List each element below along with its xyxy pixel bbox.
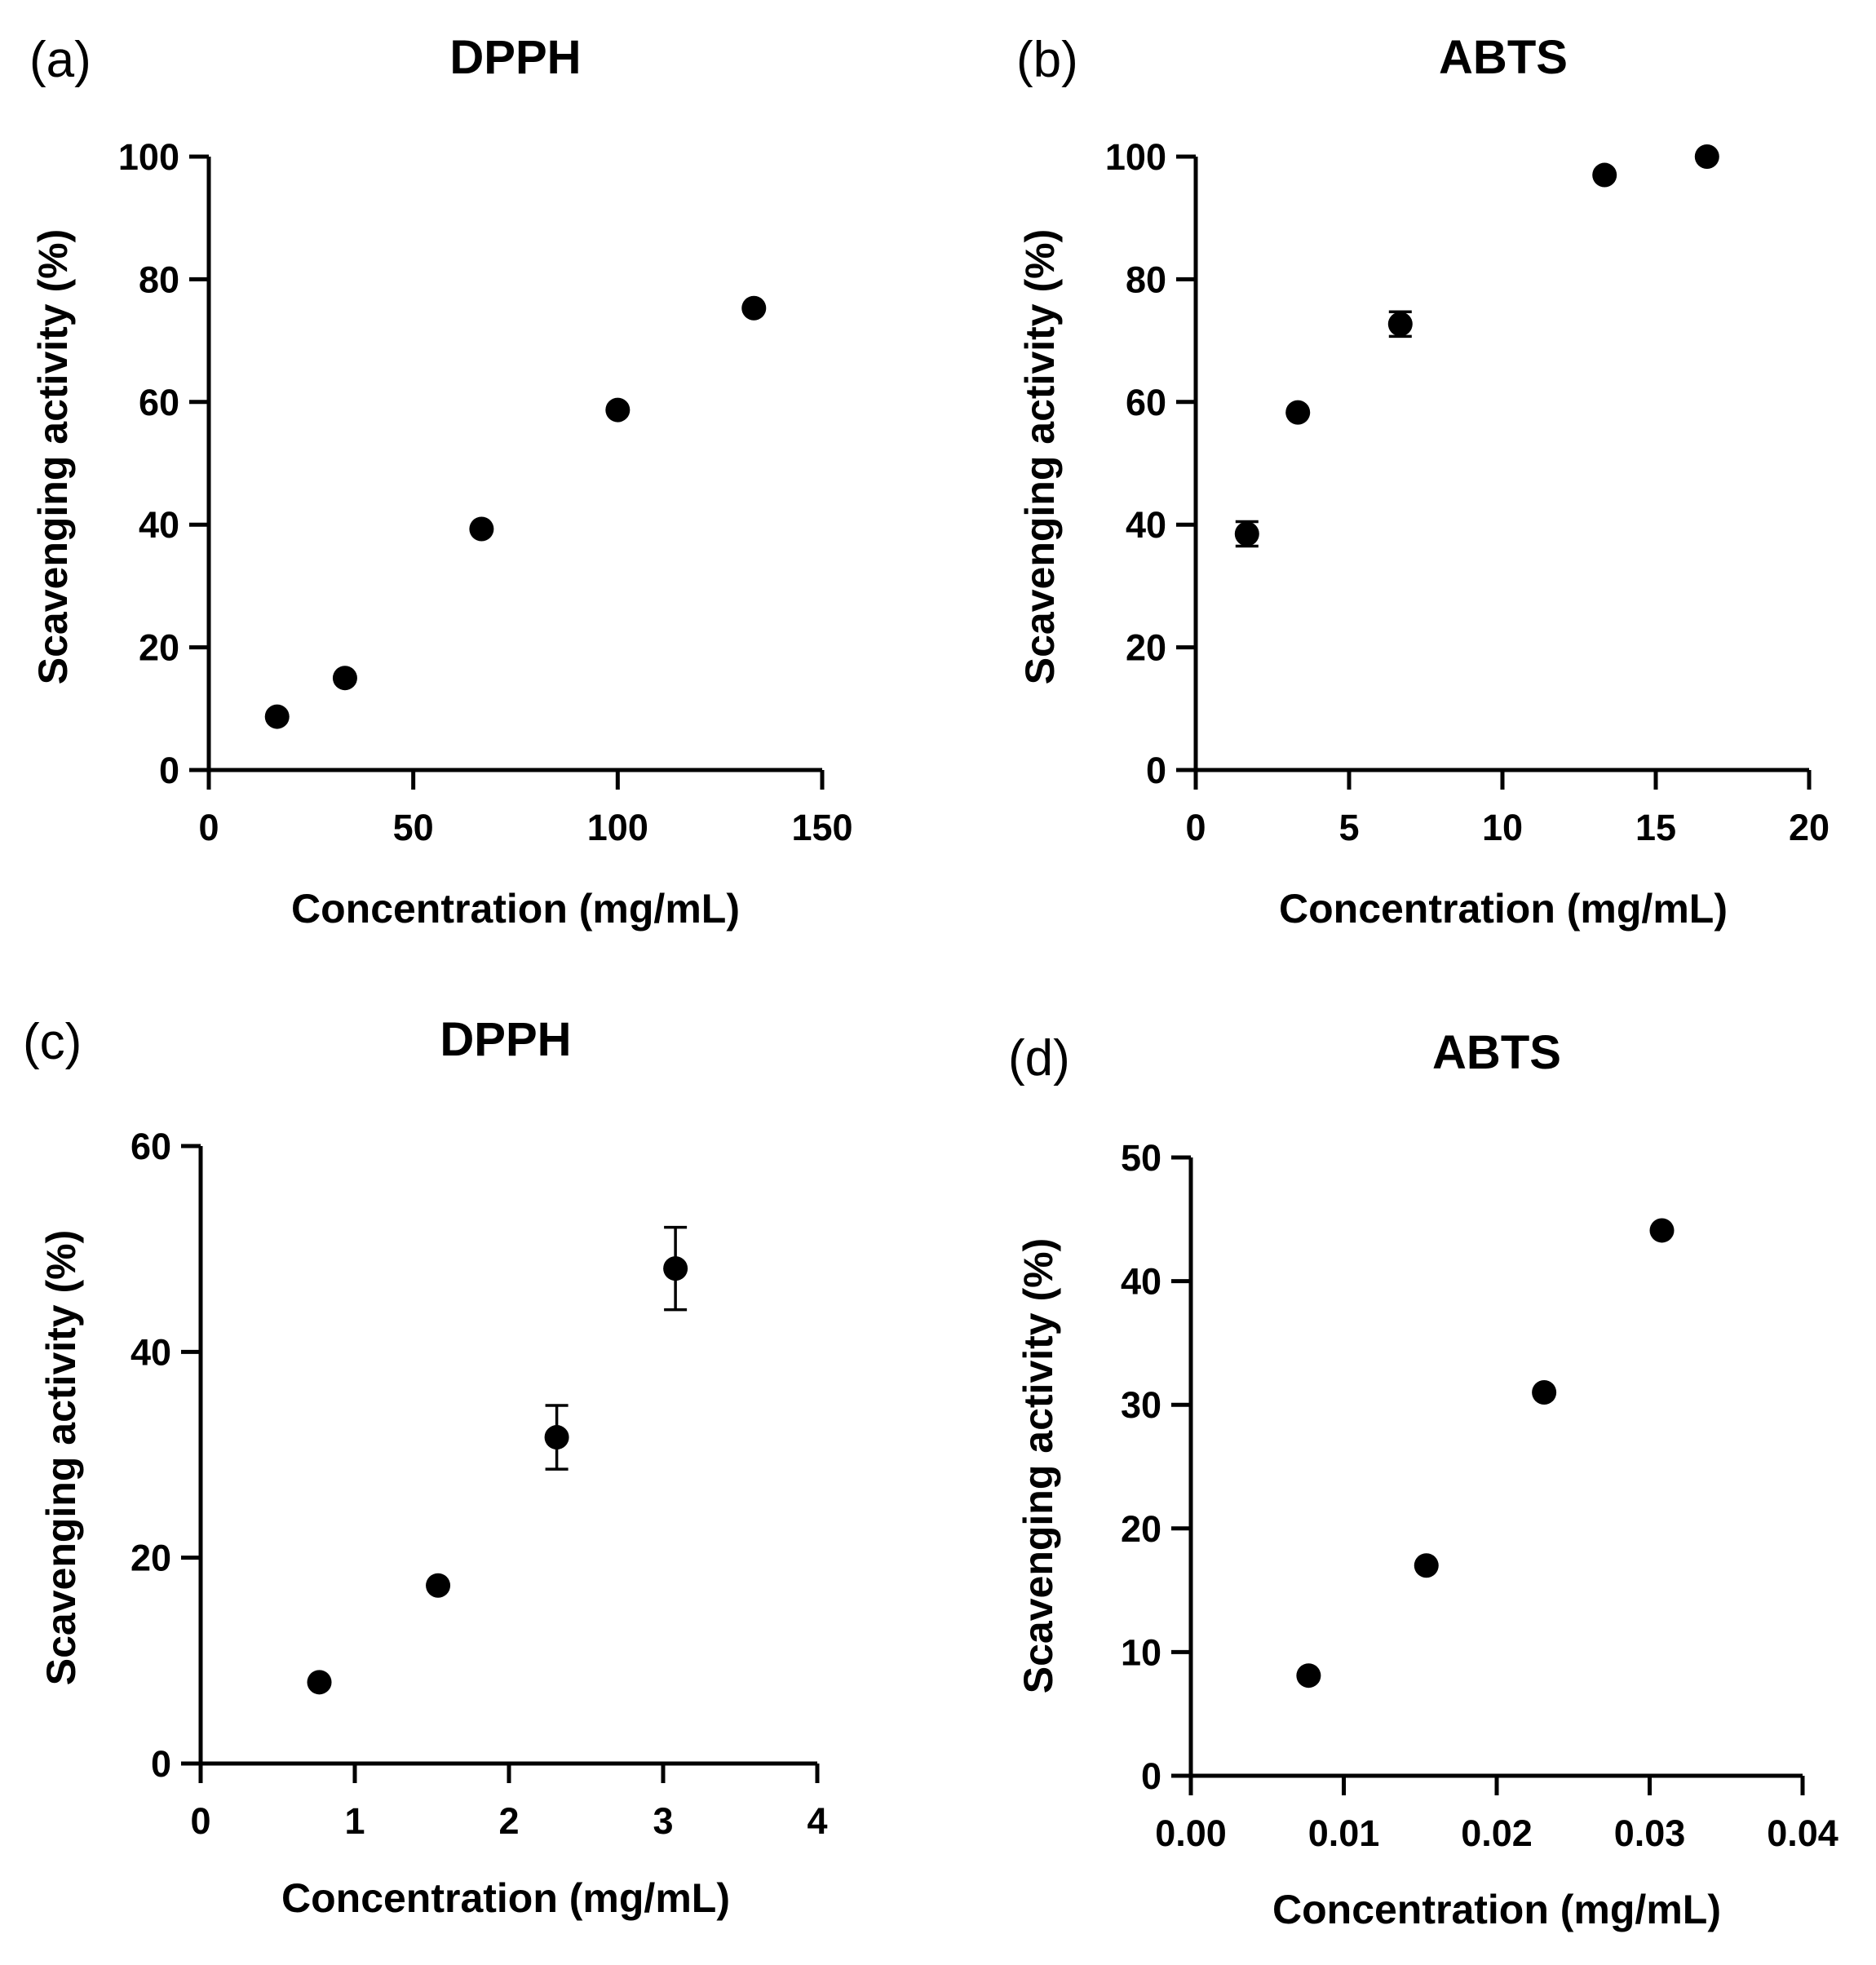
panel-c-letter: (c)	[23, 1014, 82, 1070]
panel-c-y-tick-label: 60	[131, 1126, 171, 1167]
panel-a-y-tick-label: 20	[139, 627, 179, 669]
panel-c-x-tick-label: 3	[653, 1800, 673, 1842]
panel-b-y-tick-label: 20	[1126, 627, 1166, 669]
panel-d-letter: (d)	[1008, 1030, 1070, 1087]
panel-a-data-point	[264, 704, 290, 729]
panel-a-y-tick-label: 80	[139, 259, 179, 300]
panel-d-y-tick-label: 20	[1121, 1508, 1161, 1550]
panel-b-letter: (b)	[1016, 32, 1078, 88]
panel-c-data-point	[663, 1256, 688, 1281]
panel-c-title: DPPH	[440, 1013, 571, 1066]
panel-c-y-tick-label: 40	[131, 1331, 171, 1373]
panel-d-title: ABTS	[1432, 1026, 1561, 1079]
panel-c-x-tick-label: 1	[344, 1800, 365, 1842]
panel-b-y-tick-label: 60	[1126, 382, 1166, 423]
panel-b-plot-area: 0 20 40 60 80 100 0 5 10 15 20	[1105, 136, 1830, 848]
panel-b-data-point	[1592, 162, 1617, 188]
panel-d-y-tick-label: 30	[1121, 1384, 1161, 1426]
panel-c-data-point	[307, 1670, 332, 1695]
panel-d-x-tick-label: 0.03	[1614, 1812, 1686, 1854]
panel-d-y-tick-label: 50	[1121, 1137, 1161, 1179]
panel-c-plot-area: 0 20 40 60 0 1 2 3 4	[131, 1126, 828, 1842]
panel-a-data-point	[469, 516, 494, 542]
panel-a-x-axis-label: Concentration (mg/mL)	[291, 886, 740, 932]
panel-a-y-tick-label: 40	[139, 504, 179, 546]
panel-d-x-tick-label: 0.02	[1461, 1812, 1533, 1854]
panel-d: (d) ABTS Concentration (mg/mL) Scavengin…	[1008, 1026, 1838, 1932]
panel-b-data-point	[1387, 312, 1413, 337]
panel-d-y-axis-label: Scavenging activity (%)	[1015, 1238, 1061, 1694]
panel-d-data-point	[1649, 1218, 1675, 1243]
panel-c-y-tick-label: 0	[151, 1743, 171, 1785]
panel-a-title: DPPH	[449, 31, 581, 84]
panel-b-x-axis-label: Concentration (mg/mL)	[1279, 886, 1728, 932]
panel-c-y-tick-label: 20	[131, 1538, 171, 1579]
panel-b-title: ABTS	[1439, 31, 1568, 84]
panel-b-y-tick-label: 80	[1126, 259, 1166, 300]
panel-b-data-point	[1285, 400, 1311, 425]
panel-b-x-tick-label: 10	[1482, 807, 1523, 848]
panel-a-y-tick-label: 100	[118, 136, 179, 178]
panel-b-x-tick-label: 0	[1185, 807, 1206, 848]
panel-b-data-point	[1234, 521, 1259, 547]
panel-b-x-tick-label: 20	[1789, 807, 1830, 848]
panel-a-plot-area: 0 20 40 60 80 100 0 50 100 150	[118, 136, 853, 848]
panel-b-y-tick-label: 40	[1126, 504, 1166, 546]
panel-d-y-tick-label: 10	[1121, 1631, 1161, 1673]
panel-c-data-point	[426, 1573, 451, 1598]
panel-b-x-tick-label: 5	[1338, 807, 1359, 848]
panel-c-x-tick-label: 2	[498, 1800, 519, 1842]
panel-a-x-tick-label: 0	[198, 807, 219, 848]
panel-a-y-tick-label: 60	[139, 382, 179, 423]
panel-a-x-tick-label: 50	[393, 807, 434, 848]
panel-d-x-axis-label: Concentration (mg/mL)	[1272, 1887, 1721, 1932]
panel-d-data-point	[1296, 1663, 1321, 1688]
panel-c-data-point	[544, 1425, 569, 1450]
panel-a-x-tick-label: 100	[587, 807, 648, 848]
panel-c-x-tick-label: 4	[807, 1800, 827, 1842]
panel-a-data-point	[332, 666, 357, 691]
panel-a-letter: (a)	[29, 32, 91, 88]
panel-d-data-point	[1532, 1380, 1557, 1405]
panel-d-x-tick-label: 0.04	[1767, 1812, 1838, 1854]
panel-b-y-tick-label: 0	[1146, 750, 1166, 791]
panel-b-data-point	[1694, 144, 1719, 169]
panel-c-x-axis-label: Concentration (mg/mL)	[281, 1875, 730, 1921]
panel-d-plot-area: 0 10 20 30 40 50 0.00 0.01 0.02 0.03 0.04	[1121, 1137, 1838, 1854]
panel-b: (b) ABTS Concentration (mg/mL) Scavengin…	[1016, 31, 1830, 932]
panel-a-y-tick-label: 0	[159, 750, 179, 791]
panel-a-data-point	[741, 295, 767, 321]
panel-c: (c) DPPH Concentration (mg/mL) Scavengin…	[23, 1013, 828, 1921]
panel-d-data-point	[1414, 1553, 1439, 1578]
panel-a-y-axis-label: Scavenging activity (%)	[30, 229, 76, 685]
panel-d-y-tick-label: 40	[1121, 1261, 1161, 1303]
panel-d-x-tick-label: 0.00	[1155, 1812, 1227, 1854]
panel-a: (a) DPPH Concentration (mg/mL) Scavengin…	[29, 31, 853, 932]
panel-b-y-axis-label: Scavenging activity (%)	[1017, 229, 1063, 685]
panel-c-y-axis-label: Scavenging activity (%)	[38, 1230, 84, 1686]
panel-a-x-tick-label: 150	[791, 807, 852, 848]
panel-d-x-tick-label: 0.01	[1308, 1812, 1380, 1854]
panel-b-x-tick-label: 15	[1635, 807, 1676, 848]
panel-a-data-point	[605, 397, 630, 423]
panel-b-y-tick-label: 100	[1105, 136, 1166, 178]
panel-d-y-tick-label: 0	[1141, 1755, 1161, 1797]
panel-c-x-tick-label: 0	[190, 1800, 210, 1842]
